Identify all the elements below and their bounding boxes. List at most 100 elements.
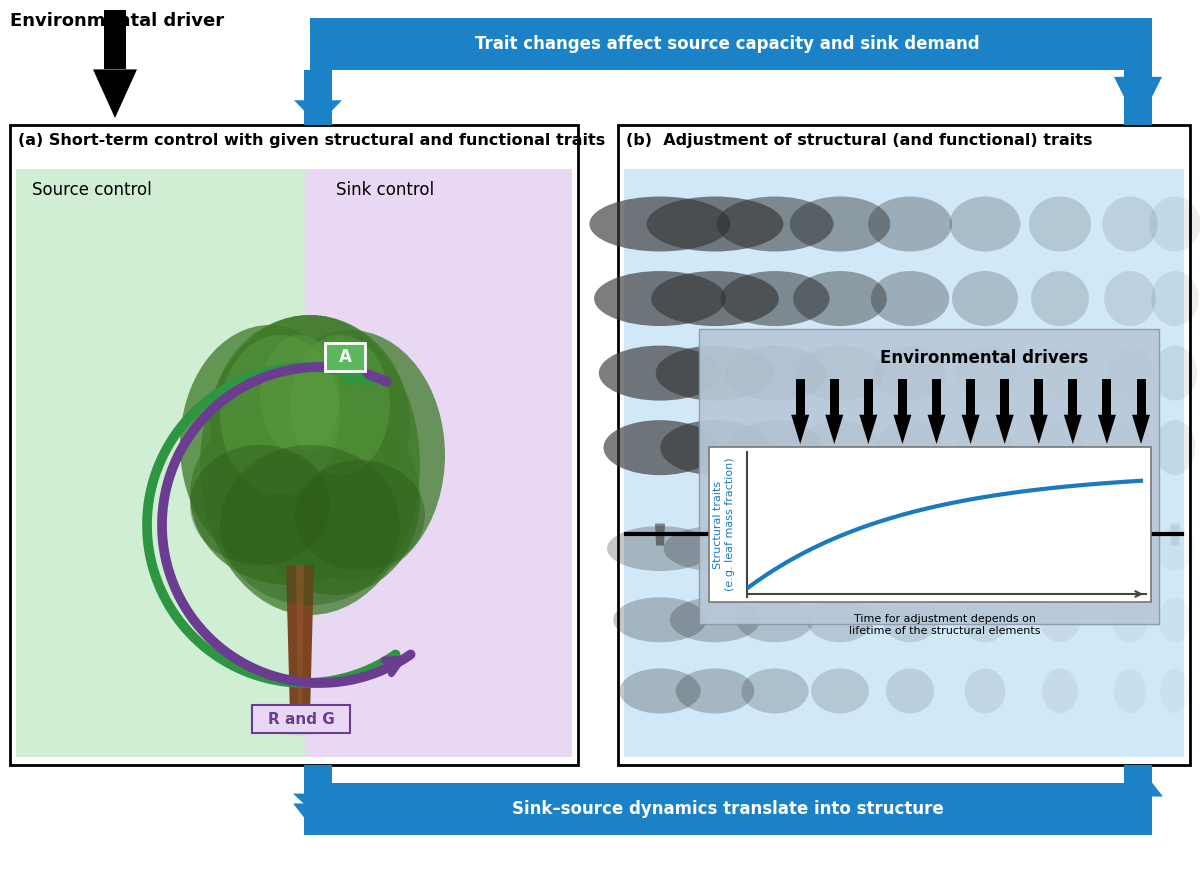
Text: A: A xyxy=(338,348,352,366)
Ellipse shape xyxy=(1153,346,1198,401)
Bar xyxy=(252,705,350,733)
Ellipse shape xyxy=(604,420,716,475)
Bar xyxy=(966,379,976,415)
Polygon shape xyxy=(655,524,665,546)
Bar xyxy=(1124,765,1152,783)
Polygon shape xyxy=(826,415,844,444)
Text: (b)  Adjustment of structural (and functional) traits: (b) Adjustment of structural (and functi… xyxy=(626,133,1092,148)
Ellipse shape xyxy=(1036,420,1085,475)
Bar xyxy=(10,125,578,765)
Ellipse shape xyxy=(290,335,390,475)
Ellipse shape xyxy=(220,445,400,605)
Polygon shape xyxy=(928,415,946,444)
Ellipse shape xyxy=(1154,420,1195,475)
Ellipse shape xyxy=(1039,597,1080,643)
Bar xyxy=(304,765,332,794)
Bar xyxy=(1103,379,1111,415)
Bar xyxy=(325,343,365,371)
Bar xyxy=(304,70,332,125)
Polygon shape xyxy=(94,69,137,118)
Bar xyxy=(1136,379,1146,415)
Ellipse shape xyxy=(607,526,713,571)
Ellipse shape xyxy=(874,346,947,401)
Ellipse shape xyxy=(655,346,774,401)
Text: Time for adjustment depends on
lifetime of the structural elements: Time for adjustment depends on lifetime … xyxy=(850,614,1040,636)
Polygon shape xyxy=(1098,415,1116,444)
Ellipse shape xyxy=(797,346,883,401)
Ellipse shape xyxy=(1108,420,1152,475)
Ellipse shape xyxy=(959,526,1012,571)
Ellipse shape xyxy=(882,597,938,643)
Ellipse shape xyxy=(295,460,425,570)
Ellipse shape xyxy=(265,711,335,735)
Ellipse shape xyxy=(1033,346,1087,401)
Ellipse shape xyxy=(619,669,701,713)
Text: (a) Short-term control with given structural and functional traits: (a) Short-term control with given struct… xyxy=(18,133,605,148)
Polygon shape xyxy=(859,415,877,444)
Ellipse shape xyxy=(599,346,721,401)
Polygon shape xyxy=(996,415,1014,444)
Ellipse shape xyxy=(594,271,726,326)
Ellipse shape xyxy=(200,315,420,615)
Bar xyxy=(304,765,332,787)
Bar xyxy=(304,70,332,100)
Ellipse shape xyxy=(793,271,887,326)
Bar xyxy=(624,169,1184,757)
Bar xyxy=(796,379,805,415)
Text: Sink control: Sink control xyxy=(336,181,434,199)
Polygon shape xyxy=(1126,524,1135,546)
Ellipse shape xyxy=(270,709,290,721)
Ellipse shape xyxy=(647,196,784,251)
Ellipse shape xyxy=(811,669,869,713)
Ellipse shape xyxy=(716,196,834,251)
Polygon shape xyxy=(1132,415,1150,444)
Bar xyxy=(1124,18,1152,125)
Ellipse shape xyxy=(954,346,1015,401)
Polygon shape xyxy=(710,524,720,546)
Ellipse shape xyxy=(799,420,881,475)
Ellipse shape xyxy=(728,420,822,475)
Ellipse shape xyxy=(613,597,707,643)
Bar xyxy=(304,765,332,803)
Bar xyxy=(932,379,941,415)
Ellipse shape xyxy=(1042,669,1078,713)
Text: Source control: Source control xyxy=(32,181,151,199)
Ellipse shape xyxy=(961,597,1008,643)
Polygon shape xyxy=(791,415,809,444)
Ellipse shape xyxy=(180,325,360,565)
Ellipse shape xyxy=(1037,526,1084,571)
Text: Trait changes affect source capacity and sink demand: Trait changes affect source capacity and… xyxy=(475,35,980,53)
Ellipse shape xyxy=(878,526,942,571)
Text: R and G: R and G xyxy=(268,711,335,726)
Bar xyxy=(864,379,872,415)
Bar xyxy=(1034,379,1043,415)
Ellipse shape xyxy=(1031,271,1088,326)
Ellipse shape xyxy=(1106,346,1154,401)
Ellipse shape xyxy=(300,709,320,721)
Ellipse shape xyxy=(652,271,779,326)
Ellipse shape xyxy=(1030,196,1091,251)
Ellipse shape xyxy=(220,335,340,495)
Ellipse shape xyxy=(256,330,445,580)
Ellipse shape xyxy=(1150,196,1200,251)
Bar xyxy=(16,169,306,757)
Bar xyxy=(104,10,126,69)
Ellipse shape xyxy=(952,271,1018,326)
Bar xyxy=(698,329,1159,624)
Ellipse shape xyxy=(871,271,949,326)
Ellipse shape xyxy=(731,526,818,571)
Ellipse shape xyxy=(190,445,330,565)
Bar xyxy=(310,18,1145,70)
Ellipse shape xyxy=(260,335,340,455)
Bar xyxy=(709,447,1151,602)
Polygon shape xyxy=(1170,524,1180,546)
Bar xyxy=(304,765,332,783)
Polygon shape xyxy=(905,524,916,546)
Polygon shape xyxy=(1055,524,1066,546)
Ellipse shape xyxy=(290,709,310,721)
Bar xyxy=(1124,796,1152,835)
Polygon shape xyxy=(1114,77,1162,125)
Polygon shape xyxy=(293,794,343,817)
Ellipse shape xyxy=(803,526,877,571)
Polygon shape xyxy=(286,565,314,715)
